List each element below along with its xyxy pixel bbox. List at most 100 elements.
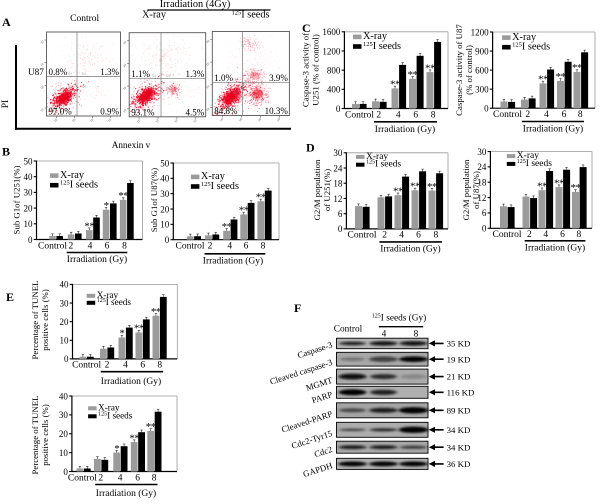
svg-text:10: 10	[59, 448, 69, 458]
svg-text:X-ray: X-ray	[363, 31, 388, 42]
svg-text:Q3: Q3	[233, 90, 238, 94]
svg-text:Q4: Q4	[247, 90, 252, 94]
svg-text:2: 2	[69, 241, 74, 251]
svg-text:8: 8	[261, 242, 266, 252]
svg-text:G2/M population: G2/M population	[312, 159, 322, 220]
svg-text:**: **	[425, 62, 435, 74]
svg-text:0: 0	[338, 224, 343, 234]
svg-text:Control: Control	[345, 110, 374, 120]
svg-text:Irradiation (4Gy): Irradiation (4Gy)	[160, 0, 231, 10]
svg-text:8: 8	[152, 474, 157, 484]
svg-text:89 KD: 89 KD	[447, 405, 471, 415]
svg-text:U251 (% of control): U251 (% of control)	[311, 34, 321, 106]
svg-text:0: 0	[28, 235, 33, 245]
svg-text:B: B	[2, 144, 10, 158]
svg-text:**: **	[390, 79, 400, 91]
svg-text:10: 10	[276, 117, 281, 122]
svg-text:125I seeds: 125I seeds	[201, 181, 239, 192]
svg-text:6: 6	[413, 110, 418, 120]
svg-text:93.1%: 93.1%	[131, 107, 155, 117]
svg-text:10: 10	[160, 220, 170, 230]
svg-text:10: 10	[205, 84, 210, 89]
svg-text:positive cells (%): positive cells (%)	[40, 289, 50, 351]
svg-text:40: 40	[24, 172, 34, 182]
svg-text:0: 0	[64, 354, 69, 364]
svg-text:**: **	[134, 323, 144, 335]
svg-text:10: 10	[205, 62, 210, 67]
svg-text:300: 300	[475, 84, 489, 94]
svg-text:8: 8	[414, 330, 419, 340]
svg-text:4: 4	[543, 230, 548, 240]
svg-text:D: D	[306, 141, 315, 155]
svg-text:X-ray: X-ray	[512, 32, 537, 43]
svg-text:2: 2	[208, 242, 213, 252]
svg-text:10: 10	[122, 85, 127, 90]
svg-text:0: 0	[482, 224, 487, 234]
svg-text:20: 20	[60, 317, 70, 327]
svg-text:3.9%: 3.9%	[269, 73, 288, 83]
svg-text:2: 2	[382, 231, 387, 241]
svg-text:1200: 1200	[471, 27, 490, 37]
svg-text:**: **	[571, 182, 581, 194]
svg-text:0: 0	[63, 467, 68, 477]
svg-text:Q4: Q4	[82, 84, 87, 88]
svg-text:125I seeds: 125I seeds	[512, 42, 550, 53]
svg-text:Control: Control	[492, 230, 521, 240]
svg-text:4: 4	[382, 330, 387, 340]
svg-text:Sub G1of U87(%): Sub G1of U87(%)	[149, 168, 159, 233]
svg-text:900: 900	[475, 46, 489, 56]
svg-text:6: 6	[105, 241, 110, 251]
svg-text:6: 6	[562, 110, 567, 120]
svg-text:Irradiation (Gy): Irradiation (Gy)	[203, 256, 263, 267]
svg-text:6: 6	[416, 231, 421, 241]
svg-text:18: 18	[477, 178, 487, 188]
svg-text:**: **	[554, 177, 564, 189]
svg-text:Control: Control	[72, 361, 101, 371]
svg-text:*: *	[104, 200, 109, 212]
svg-text:10: 10	[71, 118, 76, 123]
svg-text:0.8%: 0.8%	[49, 67, 68, 77]
svg-text:4: 4	[227, 242, 232, 252]
svg-text:10: 10	[136, 118, 141, 123]
svg-text:U87: U87	[28, 67, 44, 77]
svg-text:1.1%: 1.1%	[131, 69, 150, 79]
svg-text:4: 4	[399, 231, 404, 241]
svg-text:Control: Control	[334, 325, 363, 335]
svg-text:X-ray: X-ray	[98, 402, 120, 412]
svg-text:**: **	[408, 69, 418, 81]
svg-text:positive cells (%): positive cells (%)	[40, 404, 50, 466]
svg-text:21 KD: 21 KD	[447, 372, 471, 382]
svg-text:40: 40	[60, 280, 70, 290]
svg-text:8: 8	[434, 231, 439, 241]
svg-text:10: 10	[192, 118, 197, 123]
svg-text:1.3%: 1.3%	[185, 69, 204, 79]
svg-text:6: 6	[338, 209, 343, 219]
svg-text:Q3: Q3	[152, 86, 157, 90]
svg-text:**: **	[146, 421, 156, 433]
svg-text:125I seeds: 125I seeds	[231, 10, 269, 21]
svg-text:4: 4	[118, 474, 123, 484]
svg-text:30: 30	[477, 147, 487, 157]
svg-text:X-ray: X-ray	[201, 171, 226, 182]
svg-text:125I seeds: 125I seeds	[517, 159, 552, 169]
svg-text:A: A	[2, 15, 11, 29]
svg-text:**: **	[572, 62, 582, 74]
svg-text:X-ray: X-ray	[366, 152, 388, 162]
svg-text:1.3%: 1.3%	[100, 67, 119, 77]
svg-text:125I seeds: 125I seeds	[60, 180, 98, 191]
svg-text:Caspase-3 activity of U87: Caspase-3 activity of U87	[454, 24, 464, 116]
svg-text:10: 10	[122, 40, 127, 45]
svg-text:30: 30	[160, 189, 170, 199]
svg-text:6: 6	[140, 361, 145, 371]
svg-text:6: 6	[482, 208, 487, 218]
svg-text:125I seeds (Gy): 125I seeds (Gy)	[372, 313, 426, 324]
svg-text:X-ray: X-ray	[517, 151, 539, 161]
svg-text:12: 12	[477, 193, 486, 203]
svg-text:1200: 1200	[322, 46, 341, 56]
svg-text:**: **	[410, 181, 420, 193]
svg-text:10: 10	[122, 63, 127, 68]
svg-text:30: 30	[59, 410, 69, 420]
svg-text:2: 2	[98, 474, 103, 484]
svg-text:125I seeds: 125I seeds	[97, 297, 132, 307]
svg-text:2: 2	[376, 110, 381, 120]
